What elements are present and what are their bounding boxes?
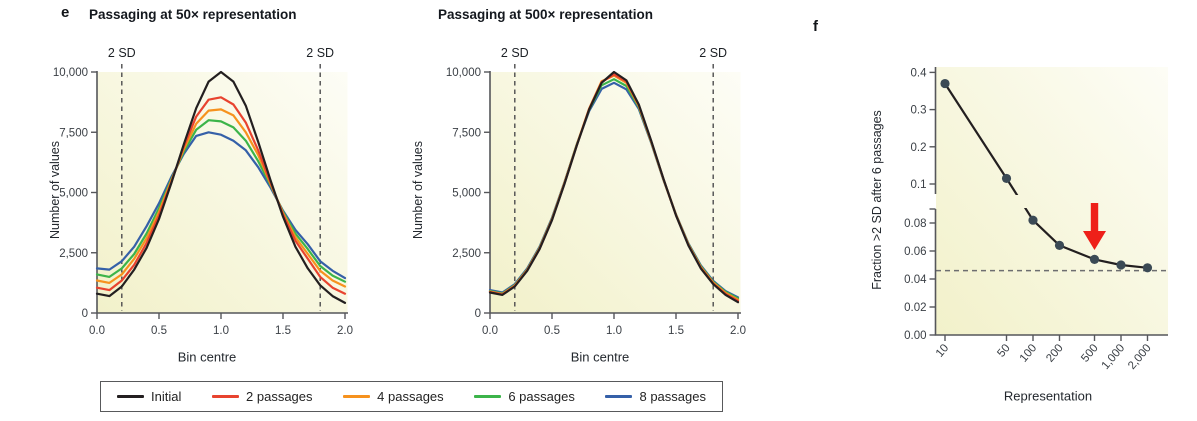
data-point [1142,263,1153,273]
x-tick-label: 500 [1079,342,1101,364]
highlight-arrow-icon [1083,203,1107,250]
y-tick-label: 0.3 [911,105,927,117]
x-tick-label: 0.0 [482,325,498,337]
x-tick-label: 0.5 [151,325,167,337]
plot-background [97,72,348,313]
data-point [1116,260,1126,270]
chart2-title: Passaging at 500× representation [438,7,653,22]
chart1-title: Passaging at 50× representation [89,7,297,22]
sd-label: 2 SD [108,46,136,60]
x-tick-label: 1.5 [668,325,684,337]
x-tick-label: 2.0 [337,325,353,337]
legend-item: Initial [117,389,181,404]
y-tick-label: 7,500 [59,127,88,139]
chart1-x-axis-label: Bin centre [177,349,237,365]
legend-item: 8 passages [605,389,706,404]
x-tick-label: 2.0 [730,325,746,337]
series-group-upper [940,78,1019,195]
legend-label: 4 passages [377,389,444,404]
legend-box: Initial 2 passages 4 passages 6 passages 8 p… [100,381,723,412]
series-line-initial [488,70,740,304]
y-tick-label: 0.00 [904,330,926,342]
panel-label-f: f [813,18,818,35]
sd-label: 2 SD [501,46,529,60]
y-tick-label: 5,000 [59,188,88,200]
chart2-x-axis-label: Bin centre [570,349,630,365]
legend-label: 2 passages [246,389,313,404]
legend-item: 2 passages [212,389,313,404]
plot-background [490,72,741,313]
chart1-y-axis-label: Number of values [48,141,62,239]
y-tick-label: 5,000 [452,188,481,200]
series-line-4-passages [95,108,347,288]
y-tick-label: 0.2 [911,142,927,154]
x-tick-label: 1.0 [213,325,229,337]
series-line-6-passages [95,119,347,283]
x-tick-label: 100 [1018,342,1040,364]
series-group-lower [1023,208,1153,273]
x-tick-label: 1.0 [606,325,622,337]
x-tick-label: 0.0 [89,325,105,337]
sd-label: 2 SD [306,46,334,60]
series-line-2-passages [95,96,347,295]
legend-label: 6 passages [508,389,575,404]
series-line-8-passages [95,131,347,280]
y-tick-label: 10,000 [53,67,88,79]
chart3-y-axis-label: Fraction >2 SD after 6 passages [870,110,884,290]
legend-line-swatch [343,395,371,398]
y-tick-label: 0.06 [904,246,926,258]
y-tick-label: 0.04 [904,274,927,286]
panel-label-e: e [61,4,70,21]
plot-background [936,67,1168,335]
legend-label: Initial [151,389,182,404]
x-tick-label: 2,000 [1126,342,1154,372]
x-tick-label: 1,000 [1100,342,1128,372]
y-tick-label: 0 [475,308,481,320]
legend-line-swatch [605,395,633,398]
sd-label: 2 SD [699,46,727,60]
legend-item: 6 passages [474,389,575,404]
legend-label: 8 passages [639,389,706,404]
chart2-y-axis-label: Number of values [411,141,425,239]
data-point [1054,240,1065,250]
y-tick-label: 0.02 [904,302,926,314]
x-tick-label: 10 [934,342,951,360]
x-tick-label: 1.5 [275,325,291,337]
data-point [1028,215,1038,225]
y-tick-label: 0.4 [911,67,928,79]
y-tick-label: 0 [82,308,88,320]
chart3-x-axis-label: Representation [1003,388,1093,404]
data-point [1001,173,1012,184]
y-tick-label: 0.08 [904,218,926,230]
x-tick-label: 50 [995,342,1012,360]
x-tick-label: 0.5 [544,325,560,337]
legend-line-swatch [474,395,502,398]
y-tick-label: 0.1 [911,179,927,191]
y-tick-label: 7,500 [452,127,481,139]
legend-line-swatch [212,395,240,398]
x-tick-label: 200 [1044,342,1066,364]
legend-item: 4 passages [343,389,444,404]
data-point [940,78,950,89]
data-point [1089,254,1100,264]
series-line-initial [95,70,347,304]
y-tick-label: 10,000 [446,67,481,79]
y-tick-label: 2,500 [452,248,481,260]
y-tick-label: 2,500 [59,248,88,260]
legend-line-swatch [117,395,144,398]
